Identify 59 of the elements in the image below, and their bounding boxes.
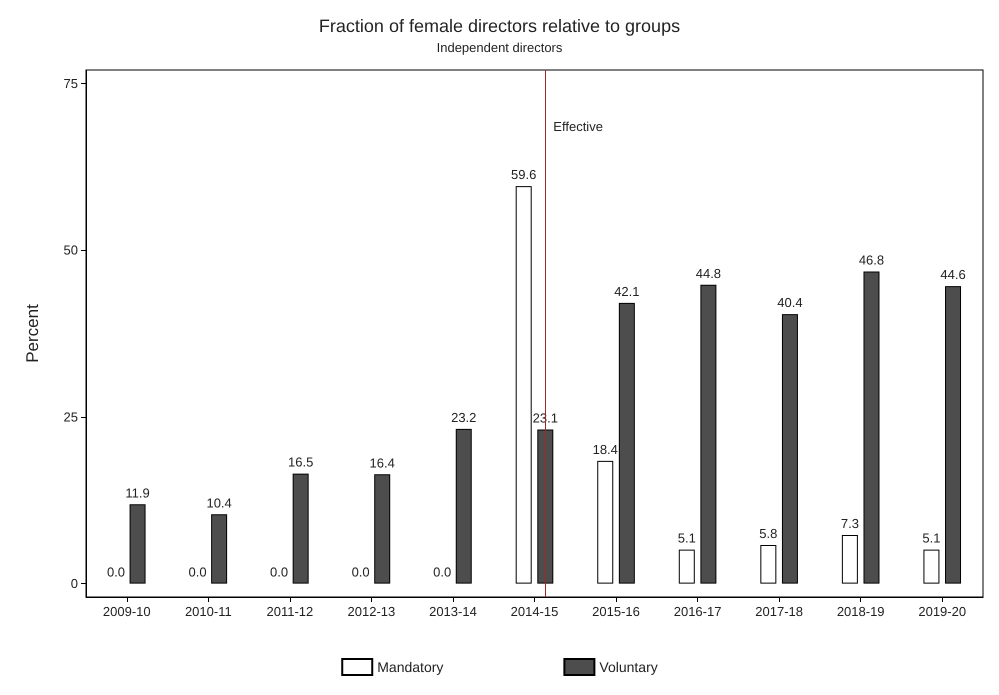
data-label: 16.5	[288, 454, 314, 470]
chart-subtitle: Independent directors	[436, 40, 563, 55]
x-tick-label: 2011-12	[266, 604, 314, 619]
data-label: 0.0	[433, 564, 452, 580]
data-label: 11.9	[125, 485, 150, 500]
data-label: 5.8	[759, 526, 778, 541]
bar	[374, 474, 390, 584]
bar	[292, 474, 309, 584]
data-label: 5.1	[678, 530, 696, 546]
bar	[516, 186, 532, 584]
data-label: 5.1	[922, 530, 940, 546]
data-label: 59.6	[511, 167, 536, 182]
data-label: 44.6	[940, 267, 966, 282]
data-label: 16.4	[370, 455, 395, 470]
data-label: 18.4	[592, 442, 618, 457]
ref-line-label: Effective	[553, 119, 603, 134]
bar	[700, 284, 716, 584]
y-tick-label: 0	[70, 576, 78, 592]
data-label: 23.2	[451, 410, 476, 425]
bar	[597, 460, 614, 584]
legend-label: Mandatory	[377, 659, 444, 675]
legend-label: Voluntary	[599, 659, 658, 675]
bar	[456, 428, 472, 584]
x-tick-label: 2013-14	[429, 604, 477, 619]
y-tick-label: 25	[64, 409, 78, 424]
x-tick-label: 2016-17	[674, 604, 722, 619]
data-label: 42.1	[614, 284, 640, 299]
bar	[130, 504, 146, 584]
data-label: 0.0	[106, 564, 126, 580]
bar	[211, 514, 228, 584]
x-tick-label: 2014-15	[510, 604, 558, 619]
bar	[923, 550, 940, 584]
bar	[945, 286, 962, 584]
bar	[537, 430, 554, 584]
data-label: 0.0	[352, 564, 370, 580]
x-tick-label: 2010-11	[184, 604, 232, 619]
data-label: 0.0	[270, 564, 288, 580]
bar	[863, 271, 880, 584]
bar	[782, 314, 798, 584]
data-label: 7.3	[840, 516, 859, 531]
bar	[842, 534, 858, 584]
y-tick-label: 75	[64, 76, 78, 91]
x-tick-label: 2018-19	[836, 604, 885, 619]
y-axis-title: Percent	[23, 304, 42, 363]
x-tick-label: 2009-10	[102, 604, 151, 619]
y-tick-label: 50	[64, 242, 78, 258]
x-tick-label: 2015-16	[592, 604, 640, 619]
data-label: 44.8	[696, 266, 722, 281]
data-label: 40.4	[777, 295, 803, 310]
data-label: 46.8	[858, 252, 884, 268]
x-tick-label: 2019-20	[918, 604, 966, 619]
bar	[760, 544, 776, 584]
data-label: 10.4	[206, 495, 232, 510]
data-label: 0.0	[188, 564, 207, 580]
x-tick-label: 2012-13	[348, 604, 396, 619]
x-tick-label: 2017-18	[755, 604, 803, 619]
chart-title: Fraction of female directors relative to groups	[318, 16, 680, 36]
bar	[618, 302, 635, 584]
bar	[678, 550, 695, 584]
